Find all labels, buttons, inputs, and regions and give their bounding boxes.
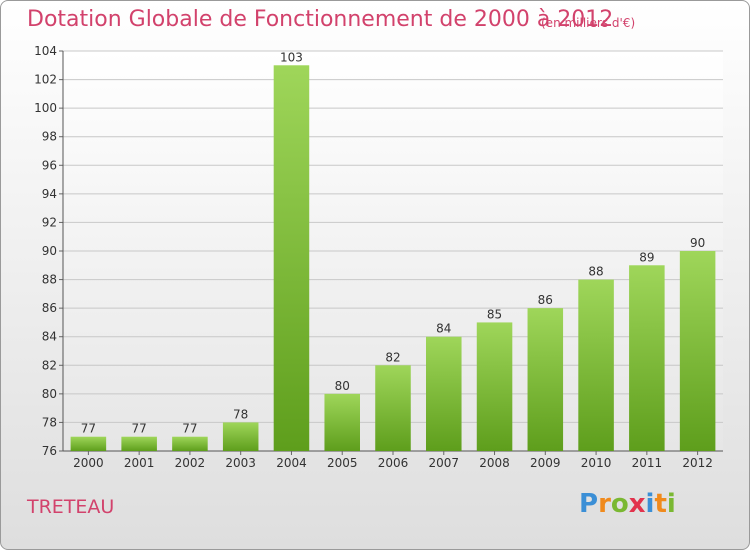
bar-value-label: 77 xyxy=(132,422,147,436)
y-tick-label: 94 xyxy=(42,187,57,201)
bar-value-label: 89 xyxy=(639,250,654,264)
logo-letter: t xyxy=(654,489,667,519)
logo-letter: i xyxy=(666,489,676,519)
x-tick-label: 2011 xyxy=(632,456,663,470)
bar xyxy=(172,436,208,451)
x-tick-label: 2008 xyxy=(479,456,510,470)
x-tick-label: 2007 xyxy=(428,456,459,470)
bar xyxy=(273,65,310,452)
y-tick-label: 100 xyxy=(34,101,57,115)
x-tick-label: 2000 xyxy=(73,456,104,470)
y-tick-label: 104 xyxy=(34,44,57,58)
y-tick-label: 78 xyxy=(42,415,57,429)
logo-letter: P xyxy=(579,489,599,519)
y-tick-label: 96 xyxy=(42,158,57,172)
bar xyxy=(426,336,462,451)
x-tick-label: 2004 xyxy=(276,456,307,470)
y-tick-label: 82 xyxy=(42,358,57,372)
logo-letter: x xyxy=(628,489,646,519)
bar xyxy=(121,436,157,451)
bar xyxy=(476,322,513,451)
bar xyxy=(629,265,665,451)
bar-value-label: 85 xyxy=(487,307,502,321)
bar xyxy=(70,436,107,451)
x-tick-label: 2003 xyxy=(225,456,256,470)
bar-value-label: 84 xyxy=(436,322,451,336)
bar xyxy=(324,393,360,451)
bar-value-label: 77 xyxy=(182,422,197,436)
x-tick-label: 2010 xyxy=(581,456,612,470)
bar xyxy=(527,308,564,451)
y-tick-label: 90 xyxy=(42,244,57,258)
x-tick-label: 2001 xyxy=(124,456,155,470)
y-tick-label: 88 xyxy=(42,273,57,287)
bar xyxy=(679,251,716,451)
bar xyxy=(578,279,614,451)
y-tick-label: 80 xyxy=(42,387,57,401)
bar-value-label: 80 xyxy=(335,379,350,393)
x-tick-label: 2006 xyxy=(378,456,409,470)
y-tick-label: 92 xyxy=(42,215,57,229)
chart-title: Dotation Globale de Fonctionnement de 20… xyxy=(27,7,614,32)
y-tick-label: 76 xyxy=(42,444,57,458)
proxiti-logo: Proxiti xyxy=(579,489,676,519)
y-tick-label: 86 xyxy=(42,301,57,315)
y-tick-label: 98 xyxy=(42,130,57,144)
bar-value-label: 82 xyxy=(385,350,400,364)
bar-value-label: 90 xyxy=(690,236,705,250)
bar-value-label: 86 xyxy=(538,293,553,307)
commune-name: TRETEAU xyxy=(27,496,115,518)
logo-letter: o xyxy=(610,489,629,519)
bar-value-label: 88 xyxy=(588,265,603,279)
x-tick-label: 2005 xyxy=(327,456,358,470)
y-tick-label: 84 xyxy=(42,330,57,344)
bar-value-label: 103 xyxy=(280,50,303,64)
bar xyxy=(222,422,259,451)
chart-subtitle: (en milliers d'€) xyxy=(541,16,636,30)
bar-value-label: 78 xyxy=(233,407,248,421)
bar-value-label: 77 xyxy=(81,422,96,436)
x-tick-label: 2002 xyxy=(175,456,206,470)
bar xyxy=(375,365,411,451)
logo-letter: i xyxy=(645,489,655,519)
x-tick-label: 2009 xyxy=(530,456,561,470)
logo-letter: r xyxy=(598,489,611,519)
y-tick-label: 102 xyxy=(34,73,57,87)
x-tick-label: 2012 xyxy=(682,456,713,470)
